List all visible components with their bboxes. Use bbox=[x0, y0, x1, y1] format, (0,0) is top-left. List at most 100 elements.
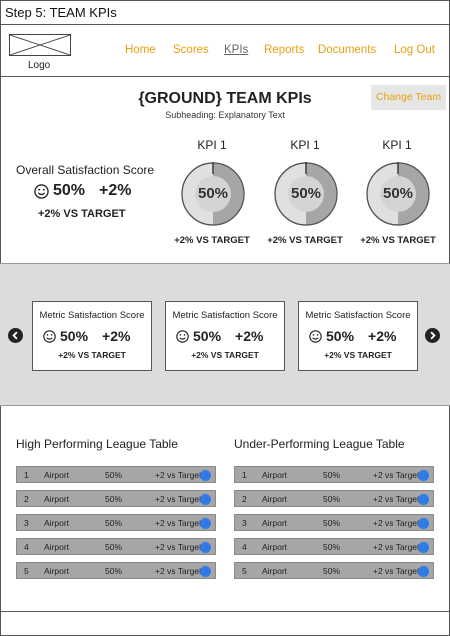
smiley-icon bbox=[43, 330, 56, 343]
footer-divider bbox=[0, 611, 450, 612]
metric-change: +2% bbox=[368, 328, 396, 344]
row-score: 50% bbox=[105, 494, 122, 504]
table-row[interactable]: 3 Airport 50% +2 vs Target bbox=[16, 514, 216, 531]
kpi-gauge: 50% bbox=[364, 160, 432, 228]
metric-card[interactable]: Metric Satisfaction Score 50% +2% +2% VS… bbox=[32, 301, 152, 371]
row-name: Airport bbox=[262, 494, 287, 504]
metric-percent: 50% bbox=[326, 328, 354, 344]
row-target: +2 vs Target bbox=[155, 494, 201, 504]
table-row[interactable]: 4 Airport 50% +2 vs Target bbox=[16, 538, 216, 555]
row-name: Airport bbox=[44, 566, 69, 576]
overall-target: +2% VS TARGET bbox=[38, 208, 126, 220]
metric-title: Metric Satisfaction Score bbox=[299, 310, 417, 321]
row-rank: 3 bbox=[24, 518, 29, 528]
row-score: 50% bbox=[323, 518, 340, 528]
status-dot-icon bbox=[418, 470, 429, 481]
metric-change: +2% bbox=[235, 328, 263, 344]
table-row[interactable]: 3 Airport 50% +2 vs Target bbox=[234, 514, 434, 531]
row-target: +2 vs Target bbox=[155, 470, 201, 480]
table-row[interactable]: 2 Airport 50% +2 vs Target bbox=[16, 490, 216, 507]
overall-percent: 50% bbox=[53, 182, 85, 200]
row-score: 50% bbox=[323, 470, 340, 480]
status-dot-icon bbox=[418, 542, 429, 553]
metric-title: Metric Satisfaction Score bbox=[166, 310, 284, 321]
row-name: Airport bbox=[262, 566, 287, 576]
nav-kpis[interactable]: KPIs bbox=[224, 44, 248, 56]
row-name: Airport bbox=[262, 470, 287, 480]
overall-score-label: Overall Satisfaction Score bbox=[16, 163, 154, 177]
row-score: 50% bbox=[105, 542, 122, 552]
overall-score-values: 50% +2% bbox=[34, 182, 132, 200]
metric-target: +2% VS TARGET bbox=[33, 350, 151, 360]
row-score: 50% bbox=[323, 494, 340, 504]
row-name: Airport bbox=[44, 470, 69, 480]
status-dot-icon bbox=[200, 518, 211, 529]
table-row[interactable]: 1 Airport 50% +2 vs Target bbox=[234, 466, 434, 483]
table-row[interactable]: 5 Airport 50% +2 vs Target bbox=[16, 562, 216, 579]
row-rank: 3 bbox=[242, 518, 247, 528]
kpi-target: +2% VS TARGET bbox=[353, 235, 443, 246]
row-name: Airport bbox=[44, 494, 69, 504]
row-target: +2 vs Target bbox=[155, 518, 201, 528]
status-dot-icon bbox=[200, 542, 211, 553]
kpi-title: KPI 1 bbox=[362, 138, 432, 152]
kpi-value: 50% bbox=[364, 160, 432, 228]
row-rank: 1 bbox=[242, 470, 247, 480]
row-target: +2 vs Target bbox=[373, 542, 419, 552]
overall-change: +2% bbox=[99, 182, 131, 200]
row-rank: 1 bbox=[24, 470, 29, 480]
table-row[interactable]: 5 Airport 50% +2 vs Target bbox=[234, 562, 434, 579]
row-rank: 5 bbox=[242, 566, 247, 576]
row-score: 50% bbox=[105, 470, 122, 480]
row-target: +2 vs Target bbox=[373, 518, 419, 528]
nav-documents[interactable]: Documents bbox=[318, 44, 376, 56]
nav-home[interactable]: Home bbox=[125, 44, 156, 56]
status-dot-icon bbox=[200, 566, 211, 577]
row-rank: 4 bbox=[242, 542, 247, 552]
metric-target: +2% VS TARGET bbox=[166, 350, 284, 360]
row-score: 50% bbox=[105, 566, 122, 576]
status-dot-icon bbox=[418, 518, 429, 529]
row-target: +2 vs Target bbox=[373, 566, 419, 576]
row-rank: 2 bbox=[242, 494, 247, 504]
metric-title: Metric Satisfaction Score bbox=[33, 310, 151, 321]
metric-values: 50% +2% bbox=[176, 328, 263, 344]
kpi-title: KPI 1 bbox=[177, 138, 247, 152]
step-title: Step 5: TEAM KPIs bbox=[0, 0, 450, 25]
metric-percent: 50% bbox=[193, 328, 221, 344]
change-team-button[interactable]: Change Team bbox=[371, 85, 446, 110]
row-name: Airport bbox=[262, 518, 287, 528]
row-target: +2 vs Target bbox=[155, 566, 201, 576]
kpi-value: 50% bbox=[272, 160, 340, 228]
row-target: +2 vs Target bbox=[373, 470, 419, 480]
status-dot-icon bbox=[418, 494, 429, 505]
row-rank: 2 bbox=[24, 494, 29, 504]
nav-reports[interactable]: Reports bbox=[264, 44, 304, 56]
logo-placeholder-image[interactable] bbox=[9, 34, 71, 56]
nav-logout[interactable]: Log Out bbox=[394, 44, 435, 56]
metric-change: +2% bbox=[102, 328, 130, 344]
kpi-gauge: 50% bbox=[272, 160, 340, 228]
kpi-target: +2% VS TARGET bbox=[260, 235, 350, 246]
chevron-right-icon[interactable] bbox=[425, 328, 440, 343]
metric-values: 50% +2% bbox=[309, 328, 396, 344]
row-score: 50% bbox=[323, 566, 340, 576]
metric-carousel: Metric Satisfaction Score 50% +2% +2% VS… bbox=[0, 263, 450, 406]
kpi-title: KPI 1 bbox=[270, 138, 340, 152]
metric-percent: 50% bbox=[60, 328, 88, 344]
logo-label: Logo bbox=[28, 60, 50, 71]
table-row[interactable]: 2 Airport 50% +2 vs Target bbox=[234, 490, 434, 507]
metric-target: +2% VS TARGET bbox=[299, 350, 417, 360]
metric-card[interactable]: Metric Satisfaction Score 50% +2% +2% VS… bbox=[165, 301, 285, 371]
nav-scores[interactable]: Scores bbox=[173, 44, 209, 56]
row-target: +2 vs Target bbox=[155, 542, 201, 552]
table-row[interactable]: 1 Airport 50% +2 vs Target bbox=[16, 466, 216, 483]
kpi-target: +2% VS TARGET bbox=[167, 235, 257, 246]
status-dot-icon bbox=[418, 566, 429, 577]
chevron-left-icon[interactable] bbox=[8, 328, 23, 343]
high-league-title: High Performing League Table bbox=[16, 437, 178, 451]
table-row[interactable]: 4 Airport 50% +2 vs Target bbox=[234, 538, 434, 555]
metric-card[interactable]: Metric Satisfaction Score 50% +2% +2% VS… bbox=[298, 301, 418, 371]
row-name: Airport bbox=[44, 518, 69, 528]
row-name: Airport bbox=[44, 542, 69, 552]
